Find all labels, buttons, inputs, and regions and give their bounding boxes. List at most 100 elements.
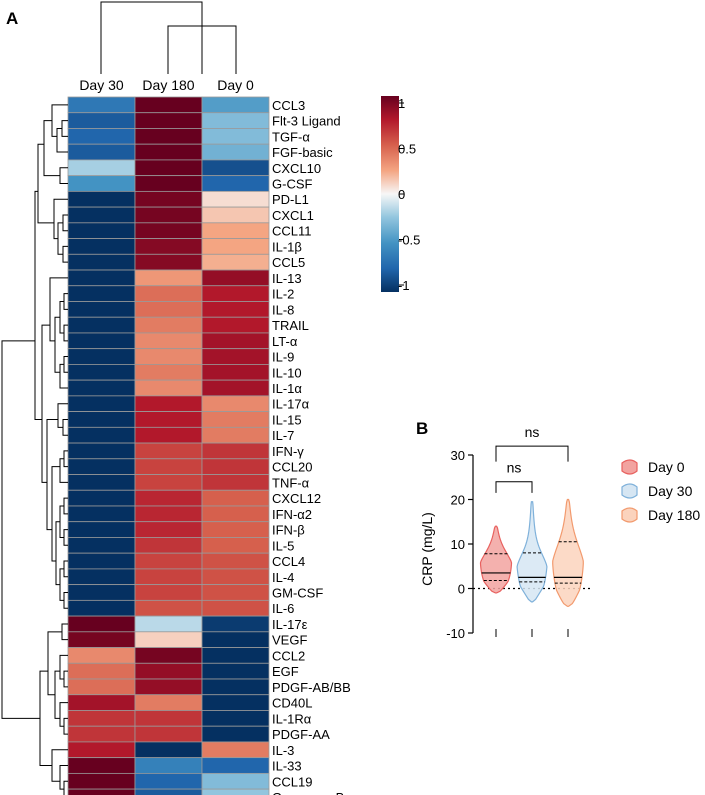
row-label: IL-3 [272,743,294,758]
heatmap-cell [201,175,270,192]
dendro-branch [57,222,63,255]
heatmap-cell [67,411,136,428]
heatmap-cell [134,96,203,114]
row-label: TGF-α [272,129,310,144]
heatmap-cell [134,175,203,192]
row-label: PDGF-AB/BB [272,680,351,695]
heatmap-cell [134,411,203,428]
heatmap-cell [201,757,270,774]
row-label: IL-5 [272,538,294,553]
heatmap-cell [67,474,136,491]
heatmap-cell [201,332,270,350]
violin-day-0 [479,525,513,594]
significance-bracket [495,481,533,493]
row-label: IL-2 [272,287,294,302]
heatmap-cell [201,253,270,271]
heatmap-cell [134,599,203,617]
colorbar-tick-label: 0 [398,187,405,202]
dendro-branch [62,214,68,232]
heatmap-cell [201,411,270,428]
heatmap-cell [201,505,270,523]
heatmap-cell [134,552,203,570]
heatmap-cell [134,190,203,208]
row-label: IL-15 [272,412,302,427]
heatmap-cell [67,175,136,192]
dendro-branch [59,505,64,538]
row-label: IL-4 [272,570,294,585]
dendro-branch [54,316,60,373]
heatmap-cell [67,143,136,161]
heatmap-cell [134,348,203,365]
row-label: CCL2 [272,648,305,663]
dendro-branch [53,198,68,240]
heatmap-cell [201,647,270,664]
panel-label-a: A [6,9,18,28]
column-label: Day 30 [79,77,124,93]
heatmap-cell [134,458,203,475]
heatmap-cell [201,395,270,412]
heatmap-cell [67,631,136,648]
heatmap-cell [201,143,270,161]
dendro-branch [59,300,64,334]
colorbar-tick-label: -0.5 [398,233,420,248]
row-label: CD40L [272,696,312,711]
significance-bracket [495,445,569,462]
row-label: IFN-α2 [272,507,312,522]
y-tick-label: 30 [451,448,465,463]
violin-day-180 [552,498,584,607]
heatmap-cell [201,489,270,507]
heatmap-cell [67,112,136,129]
row-label: IL-8 [272,302,294,317]
heatmap-cell [67,568,136,586]
heatmap-cell [134,379,203,397]
dendro-branch [61,120,68,137]
dendro-branch [59,568,64,601]
heatmap-cell [134,489,203,507]
heatmap-cell [67,489,136,507]
row-label: CCL5 [272,255,305,270]
significance-label: ns [525,424,540,440]
row-label: IL-10 [272,365,302,380]
row-label: LT-α [272,334,298,349]
heatmap-cell [67,238,136,255]
heatmap-cell [67,694,136,711]
row-label: PDGF-AA [272,727,330,742]
heatmap-cell [201,521,270,538]
heatmap-cell [134,285,203,302]
heatmap-cell [67,206,136,224]
heatmap-cell [134,505,203,523]
heatmap-cell [201,599,270,617]
row-dendrogram [1,104,68,795]
dendro-branch [54,670,60,719]
heatmap-cell [134,395,203,412]
heatmap-cell [134,537,203,554]
row-label: IL-6 [272,601,294,616]
heatmap-cell [134,772,203,790]
heatmap-cell [67,379,136,397]
heatmap-cell [67,332,136,350]
colorbar-tick-label: 1 [398,96,405,111]
row-label: IL-1β [272,239,302,254]
heatmap-cell [201,222,270,239]
heatmap-cell [67,772,136,790]
heatmap-cell [134,710,203,727]
dendro-branch [46,418,58,531]
column-label: Day 0 [217,77,254,93]
row-label: Flt-3 Ligand [272,114,341,129]
heatmap-cell [134,159,203,177]
row-label: PD-L1 [272,192,309,207]
dendro-branch [51,466,60,562]
row-label: IL-9 [272,350,294,365]
row-label: IFN-γ [272,444,304,459]
violin-plot: 30 20 10 0 -10 CRP (mg/L) ns ns Day 0 Day 30 Day 1… [419,424,700,641]
colorbar-tick-label: 0.5 [398,142,416,157]
row-label: CXCL1 [272,208,314,223]
heatmap-cell [67,584,136,601]
heatmap-cell [134,631,203,648]
heatmap-cell [201,442,270,460]
heatmap-cell [67,458,136,475]
row-label: GM-CSF [272,585,323,600]
heatmap-cell [134,662,203,680]
